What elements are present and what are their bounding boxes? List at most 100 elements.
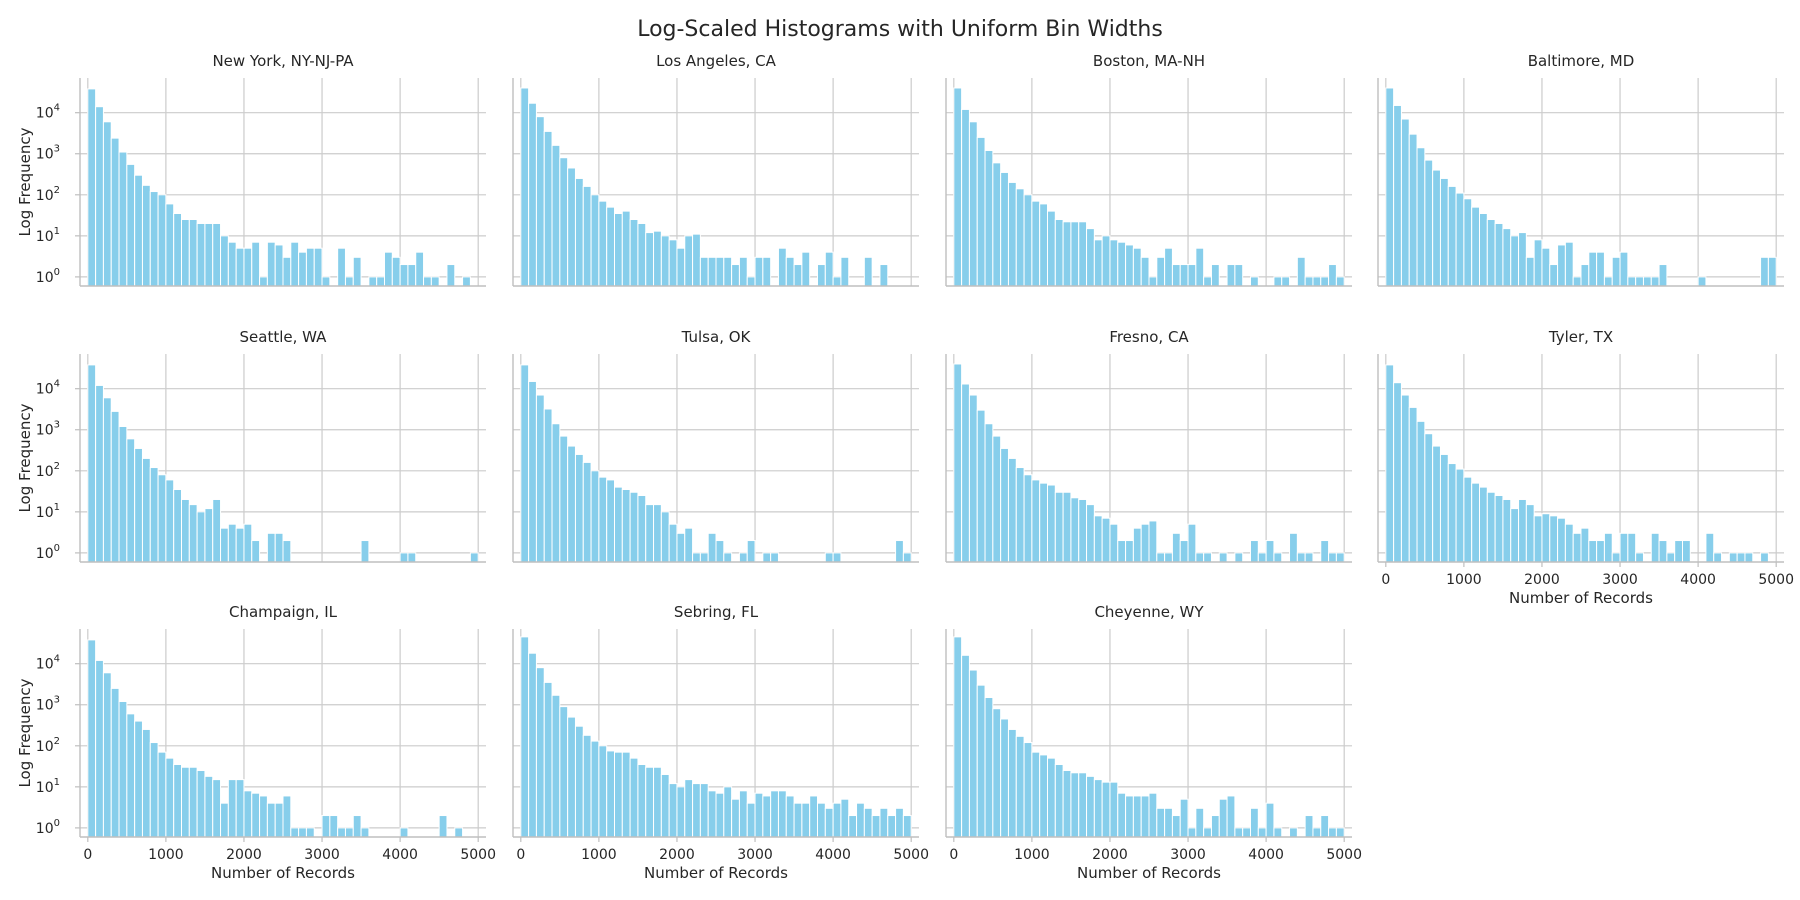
histogram-bar [173,764,182,838]
histogram-bar [1171,264,1181,287]
histogram-bar [777,247,787,287]
histogram-bar [567,445,576,563]
x-axis-label: Number of Records [1509,589,1653,607]
histogram-bar [188,219,198,287]
histogram-bar [204,775,214,838]
histogram-bar [462,276,471,287]
histogram-bar [126,713,136,838]
histogram-bar [953,87,963,287]
histogram-bar [1101,781,1111,838]
histogram-bar [1424,159,1434,287]
histogram-bar [1416,420,1426,563]
x-tick-label: 4000 [382,847,418,863]
histogram-bar [832,552,842,563]
histogram-bar [590,470,600,563]
histogram-bar [110,137,120,287]
histogram-bar [1250,540,1259,563]
panel-title: Cheyenne, WY [1094,603,1204,621]
histogram-bar [692,552,701,563]
histogram-bar [961,654,970,838]
histogram-bar [415,251,425,287]
histogram-bar [731,798,740,838]
histogram-bar [1039,754,1048,838]
y-tick-label: 101 [36,226,60,245]
histogram-bar [1179,264,1189,287]
histogram-bar [976,136,986,287]
histogram-bar [1132,527,1142,563]
histogram-bar [95,384,104,563]
histogram-bar [1117,792,1127,838]
panel-6: Fresno, CA [945,328,1352,563]
histogram-bar [520,87,530,287]
histogram-bar [668,239,678,287]
histogram-bar [1148,792,1158,838]
histogram-bar [282,795,292,838]
histogram-bar [134,720,143,838]
histogram-bar [1713,552,1723,563]
histogram-bar [352,256,362,287]
histogram-bar [621,489,631,563]
histogram-bar [1007,728,1017,838]
histogram-bar [1281,276,1291,287]
histogram-bar [1682,540,1691,563]
histogram-bar [1296,256,1306,287]
histogram-bar [762,552,772,563]
panel-title: Sebring, FL [674,603,759,621]
histogram-bar [1023,742,1033,838]
histogram-bar [692,783,701,838]
histogram-bar [879,264,889,287]
histogram-bar [801,802,811,838]
histogram-bar [298,251,307,287]
histogram-bar [551,144,561,287]
histogram-bar [235,527,245,563]
x-tick-label: 5000 [893,847,929,863]
histogram-bar [715,540,725,563]
histogram-bar [1385,364,1395,563]
histogram-bar [259,276,268,287]
y-tick-label: 100 [36,818,60,837]
x-axis-label: Number of Records [211,864,355,882]
histogram-bar [668,783,678,838]
histogram-bar [1250,807,1259,838]
histogram-bar [126,438,136,563]
histogram-bar [1432,445,1441,563]
histogram-bar [653,504,662,563]
histogram-bar [785,795,795,838]
histogram-bar [1572,532,1582,563]
histogram-bar [1486,219,1496,287]
histogram-bar [1000,718,1009,838]
histogram-bar [1549,264,1559,287]
histogram-bar [1179,798,1189,838]
histogram-bar [992,708,1002,838]
histogram-bar [235,779,245,838]
histogram-bar [1525,256,1535,287]
histogram-bar [660,235,670,287]
x-tick-label: 4000 [1248,847,1284,863]
histogram-bar [321,815,331,838]
histogram-bar [543,681,553,838]
histogram-bar [567,167,576,287]
histogram-bar [1226,264,1236,287]
histogram-bar [149,742,159,838]
histogram-bar [676,786,686,838]
histogram-bar [1400,118,1410,287]
histogram-bar [1564,523,1574,563]
histogram-bar [574,725,584,838]
histogram-bar [1273,827,1283,838]
histogram-bar [1760,552,1769,563]
histogram-bar [535,116,545,287]
histogram-bar [731,264,740,287]
histogram-bar [118,151,128,287]
y-tick-label: 102 [36,736,60,755]
histogram-bar [770,790,779,838]
histogram-bar [968,669,978,838]
histogram-bar [824,251,834,287]
histogram-bar [699,783,709,838]
histogram-bar [1335,827,1345,838]
histogram-bar [1518,498,1527,563]
histogram-bar [1234,264,1244,287]
histogram-bar [895,540,904,563]
histogram-bar [95,659,104,838]
histogram-bar [454,827,464,838]
